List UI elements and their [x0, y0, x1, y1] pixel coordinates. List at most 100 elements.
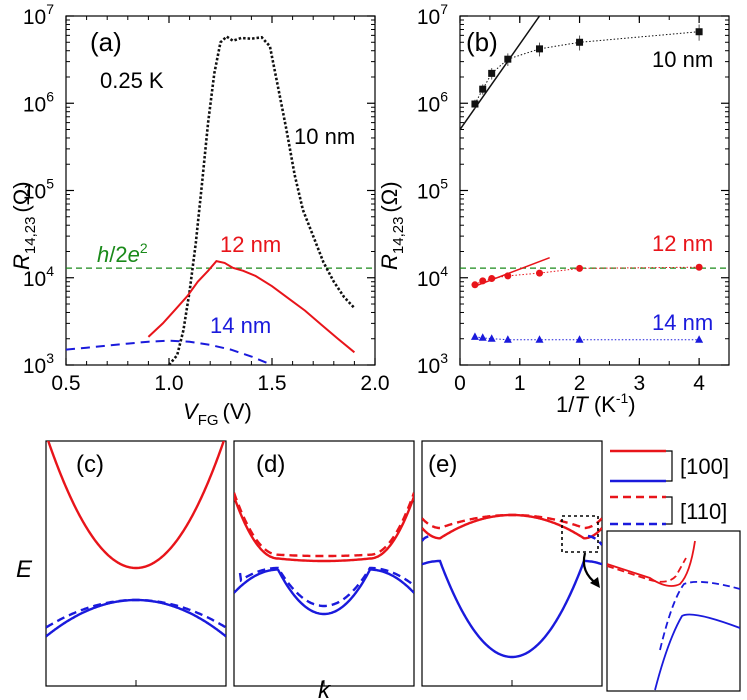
y-tick-exp: 7: [440, 1, 448, 17]
inset-valence-110: [659, 580, 740, 651]
data-point-14nm: [695, 335, 704, 343]
y-tick-label: 106: [417, 88, 448, 116]
panel-a-label: (a): [90, 27, 122, 57]
data-point-14nm: [470, 332, 479, 340]
y-tick-base: 10: [23, 93, 46, 116]
panel-c-valence-100: [46, 598, 226, 638]
panel-b-plot-area: [460, 16, 729, 343]
legend-label-100: [100]: [680, 454, 729, 479]
y-tick-exp: 5: [440, 176, 448, 192]
legend-bracket-100: [666, 450, 673, 482]
h2e2-h: h: [97, 242, 109, 267]
y-tick-base: 10: [417, 93, 440, 116]
energy-axis-label: E: [16, 556, 33, 583]
series-label-14nm-b: 14 nm: [652, 310, 713, 335]
panel-a-ticks: [65, 15, 376, 366]
panel-a-ylabel-sub: 14,23: [22, 217, 39, 255]
y-tick-base: 10: [23, 268, 46, 291]
panel-b-xlabel-unit: (K: [594, 392, 616, 417]
panel-d: (d): [233, 440, 415, 687]
data-point-12nm: [536, 269, 544, 277]
fit-line-10nm: [460, 16, 541, 130]
data-point-14nm: [487, 334, 496, 342]
panel-a-xlabel-unit: (V): [223, 399, 252, 424]
inset-conduction-110: [607, 557, 687, 583]
y-tick-base: 10: [417, 355, 440, 378]
data-point-12nm: [488, 275, 496, 283]
legend-label-110: [110]: [680, 499, 727, 524]
panel-c-conduction-100: [47, 441, 225, 570]
data-point-12nm: [576, 264, 584, 272]
data-point-14nm: [478, 333, 487, 341]
x-tick-label: 3: [633, 372, 645, 395]
panel-d-valence-110: [238, 566, 414, 608]
data-point-10nm: [536, 45, 544, 53]
y-tick-label: 105: [417, 176, 448, 204]
data-point-12nm: [695, 263, 703, 271]
temperature-label: 0.25 K: [100, 68, 164, 93]
series-label-14nm-a: 14 nm: [210, 313, 271, 338]
y-tick-exp: 3: [440, 350, 448, 366]
x-tick-label: 0: [454, 372, 466, 395]
panel-c-frame: [45, 440, 227, 687]
panel-d-conduction-100: [234, 496, 414, 563]
fit-line-12nm: [474, 256, 550, 287]
y-tick-base: 10: [23, 355, 46, 378]
inset-conduction-100: [607, 540, 696, 587]
legend-bracket-110: [666, 496, 673, 525]
panel-a-xlabel: VFG (V): [183, 399, 252, 429]
x-tick-label: 1.5: [257, 372, 286, 395]
panel-e-conduction-110: [422, 513, 602, 530]
data-point-10nm: [471, 100, 479, 108]
series-line-12nm: [147, 259, 356, 354]
data-point-14nm: [503, 335, 512, 343]
data-point-10nm: [488, 69, 496, 77]
panel-b-ticks: [459, 15, 730, 366]
panel-a-plot-area: [66, 34, 375, 365]
panel-b-xlabel-exp: -1: [616, 390, 629, 406]
x-tick-label: 2: [574, 372, 586, 395]
y-tick-exp: 5: [46, 176, 54, 192]
h2e2-exp: 2: [140, 240, 148, 256]
panel-c-bands: [46, 441, 226, 638]
h2e2-mid: /2: [109, 242, 127, 267]
momentum-axis-label: k: [318, 677, 332, 700]
x-tick-label: 1.0: [154, 372, 183, 395]
y-tick-label: 104: [23, 263, 54, 291]
y-tick-label: 107: [23, 1, 54, 29]
data-point-10nm: [504, 55, 512, 63]
y-tick-exp: 3: [46, 350, 54, 366]
zoom-region-box: [561, 515, 599, 553]
panel-d-label: (d): [256, 451, 285, 478]
series-label-10nm-a: 10 nm: [294, 124, 355, 149]
panel-a-xlabel-sub: FG: [198, 412, 219, 429]
data-point-12nm: [471, 281, 479, 289]
x-tick-label: 2.0: [360, 372, 389, 395]
y-tick-exp: 4: [46, 263, 54, 279]
data-point-12nm: [504, 272, 512, 280]
data-point-12nm: [479, 277, 487, 285]
panel-b-xlabel: 1/T (K-1): [556, 390, 636, 417]
y-tick-exp: 6: [440, 88, 448, 104]
y-tick-base: 10: [23, 181, 46, 204]
panel-e-label: (e): [428, 451, 457, 478]
x-tick-label: 1: [514, 372, 526, 395]
panel-d-conduction-110: [234, 492, 414, 558]
y-tick-exp: 6: [46, 88, 54, 104]
panel-d-bands: [234, 492, 414, 616]
panel-d-valence-100: [234, 568, 414, 616]
y-tick-label: 103: [23, 350, 54, 378]
panel-b-xlabel-close: ): [628, 392, 635, 417]
data-point-14nm: [575, 335, 584, 343]
series-label-10nm-b: 10 nm: [652, 47, 713, 72]
y-tick-exp: 4: [440, 263, 448, 279]
panel-a-ylabel-unit: (Ω): [9, 181, 34, 212]
y-tick-base: 10: [417, 6, 440, 29]
series-label-12nm-b: 12 nm: [652, 231, 713, 256]
panel-c-valence-110: [46, 598, 226, 629]
x-tick-label: 0.5: [51, 372, 80, 395]
panel-e-conduction-100: [422, 513, 602, 540]
